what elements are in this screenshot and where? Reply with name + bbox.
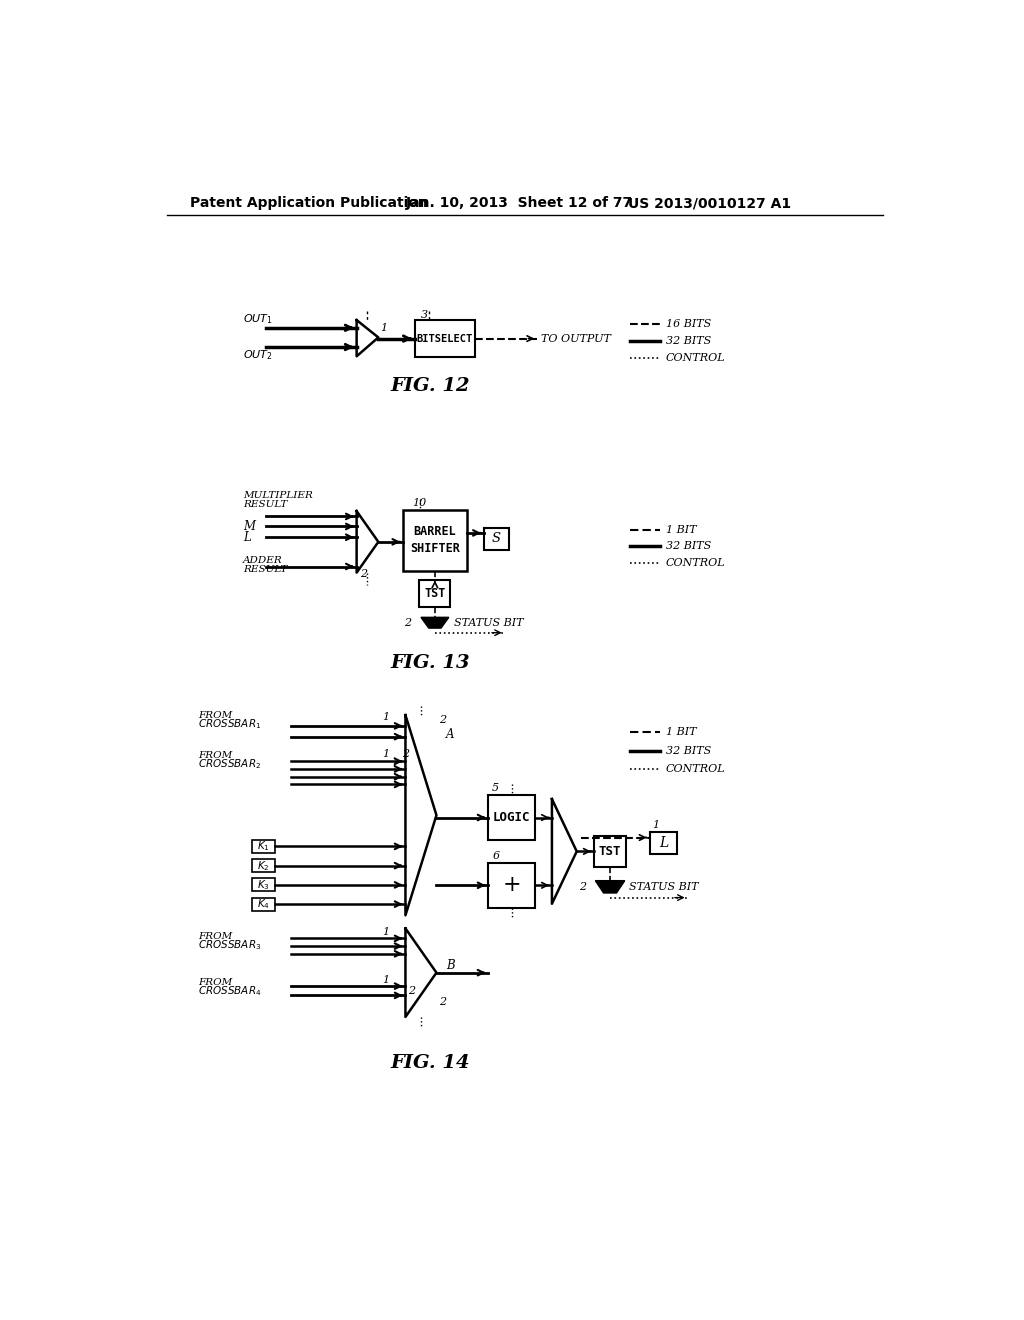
Text: MULTIPLIER: MULTIPLIER <box>243 491 312 500</box>
Text: 1: 1 <box>380 323 387 333</box>
Text: $K_1$: $K_1$ <box>257 840 270 853</box>
Text: STATUS BIT: STATUS BIT <box>454 618 523 628</box>
Text: L: L <box>658 836 668 850</box>
Text: TO OUTPUT: TO OUTPUT <box>541 334 611 343</box>
Text: CONTROL: CONTROL <box>666 352 725 363</box>
Text: BITSELECT: BITSELECT <box>417 334 473 343</box>
Text: STATUS BIT: STATUS BIT <box>630 882 699 892</box>
Text: CONTROL: CONTROL <box>666 764 725 774</box>
Text: FIG. 12: FIG. 12 <box>390 376 470 395</box>
Text: 2: 2 <box>438 715 445 725</box>
Text: $K_2$: $K_2$ <box>257 859 270 873</box>
Text: $CROSSBAR_2$: $CROSSBAR_2$ <box>198 758 261 771</box>
Text: L: L <box>243 531 251 544</box>
Text: $CROSSBAR_1$: $CROSSBAR_1$ <box>198 718 261 731</box>
Text: 1 BIT: 1 BIT <box>666 524 696 535</box>
Text: 10: 10 <box>413 499 427 508</box>
Text: 2: 2 <box>360 569 368 579</box>
Text: TST: TST <box>599 845 622 858</box>
Text: 2: 2 <box>408 986 415 995</box>
Text: $K_3$: $K_3$ <box>257 878 270 892</box>
FancyBboxPatch shape <box>488 863 535 908</box>
FancyBboxPatch shape <box>420 581 451 607</box>
Text: 1: 1 <box>382 750 389 759</box>
Polygon shape <box>421 618 449 628</box>
Text: FIG. 13: FIG. 13 <box>390 653 470 672</box>
Text: CONTROL: CONTROL <box>666 558 725 569</box>
Text: $CROSSBAR_3$: $CROSSBAR_3$ <box>198 939 261 952</box>
Polygon shape <box>595 880 625 892</box>
Text: TST: TST <box>424 587 445 601</box>
Text: 6: 6 <box>493 851 500 861</box>
Text: FROM: FROM <box>198 710 232 719</box>
Text: 2: 2 <box>579 882 586 892</box>
Text: FROM: FROM <box>198 978 232 987</box>
Text: 1: 1 <box>382 975 389 985</box>
Text: 1: 1 <box>382 711 389 722</box>
Text: 16 BITS: 16 BITS <box>666 319 711 329</box>
Text: RESULT: RESULT <box>243 565 287 574</box>
FancyBboxPatch shape <box>403 510 467 572</box>
Text: Jan. 10, 2013  Sheet 12 of 77: Jan. 10, 2013 Sheet 12 of 77 <box>406 197 633 210</box>
Text: BARREL
SHIFTER: BARREL SHIFTER <box>410 525 460 556</box>
Text: 2: 2 <box>404 618 412 628</box>
Text: RESULT: RESULT <box>243 500 287 510</box>
Text: 32 BITS: 32 BITS <box>666 541 711 552</box>
FancyBboxPatch shape <box>252 898 275 911</box>
Text: $OUT_2$: $OUT_2$ <box>243 348 272 363</box>
Text: 1 BIT: 1 BIT <box>666 727 696 737</box>
Text: 1: 1 <box>652 820 659 829</box>
Text: Patent Application Publication: Patent Application Publication <box>190 197 428 210</box>
Text: S: S <box>492 532 501 545</box>
FancyBboxPatch shape <box>252 840 275 853</box>
Text: 3: 3 <box>421 310 428 319</box>
Text: M: M <box>243 520 255 533</box>
Text: +: + <box>503 874 521 896</box>
Text: FIG. 14: FIG. 14 <box>390 1055 470 1072</box>
Text: A: A <box>445 729 455 742</box>
FancyBboxPatch shape <box>594 836 627 867</box>
FancyBboxPatch shape <box>252 859 275 873</box>
FancyBboxPatch shape <box>483 528 509 549</box>
Text: 2: 2 <box>438 998 445 1007</box>
FancyBboxPatch shape <box>415 321 475 358</box>
Text: 2: 2 <box>401 750 409 759</box>
Text: 5: 5 <box>493 783 500 793</box>
Text: $OUT_1$: $OUT_1$ <box>243 313 272 326</box>
Text: US 2013/0010127 A1: US 2013/0010127 A1 <box>628 197 791 210</box>
Text: ADDER: ADDER <box>243 556 283 565</box>
Text: $K_4$: $K_4$ <box>257 898 270 911</box>
FancyBboxPatch shape <box>252 878 275 891</box>
Text: LOGIC: LOGIC <box>493 810 530 824</box>
Text: 32 BITS: 32 BITS <box>666 335 711 346</box>
FancyBboxPatch shape <box>649 832 678 854</box>
Text: 32 BITS: 32 BITS <box>666 746 711 755</box>
Text: $CROSSBAR_4$: $CROSSBAR_4$ <box>198 985 261 998</box>
Text: FROM: FROM <box>198 932 232 941</box>
Text: 1: 1 <box>382 927 389 937</box>
Text: B: B <box>445 958 455 972</box>
FancyBboxPatch shape <box>488 795 535 840</box>
Text: FROM: FROM <box>198 751 232 759</box>
